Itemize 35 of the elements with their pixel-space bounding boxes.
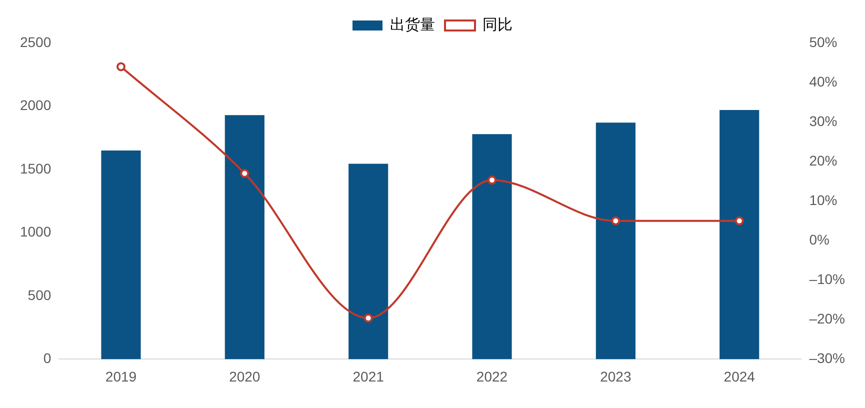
point	[611, 216, 620, 226]
x-tick-label: 2020	[229, 368, 260, 384]
x-tick-label: 2021	[352, 368, 384, 384]
y2-tick-label: 30%	[809, 112, 838, 129]
legend-label: 同比	[482, 16, 512, 34]
point	[734, 216, 744, 226]
y2-tick-label: –30%	[809, 350, 846, 366]
point	[488, 176, 497, 185]
y-tick-label: 1000	[20, 224, 52, 240]
point	[364, 314, 373, 323]
y2-tick-label: –20%	[809, 310, 846, 327]
bar	[224, 115, 264, 360]
y-tick-label: 1500	[20, 160, 52, 176]
x-tick-label: 2022	[476, 368, 508, 384]
bar	[348, 164, 388, 360]
bar	[101, 150, 141, 360]
legend-label: 出货量	[390, 16, 435, 34]
bar	[596, 122, 636, 360]
y2-tick-label: 0%	[809, 231, 830, 248]
y2-tick-label: 10%	[809, 192, 838, 208]
y-tick-label: 2500	[20, 34, 52, 50]
y-tick-label: 500	[28, 286, 52, 303]
y2-tick-label: 40%	[809, 73, 838, 90]
x-tick-label: 2024	[724, 368, 756, 384]
point	[240, 168, 250, 178]
bar	[720, 110, 760, 360]
x-tick-label: 2019	[105, 368, 137, 384]
bar	[472, 134, 512, 360]
y-tick-label: 0	[43, 350, 52, 366]
y-tick-label: 2000	[20, 97, 52, 114]
y2-tick-label: 20%	[809, 152, 838, 168]
y2-tick-label: –10%	[809, 271, 846, 288]
point	[116, 62, 126, 72]
x-tick-label: 2023	[600, 368, 632, 384]
y2-tick-label: 50%	[809, 34, 838, 50]
